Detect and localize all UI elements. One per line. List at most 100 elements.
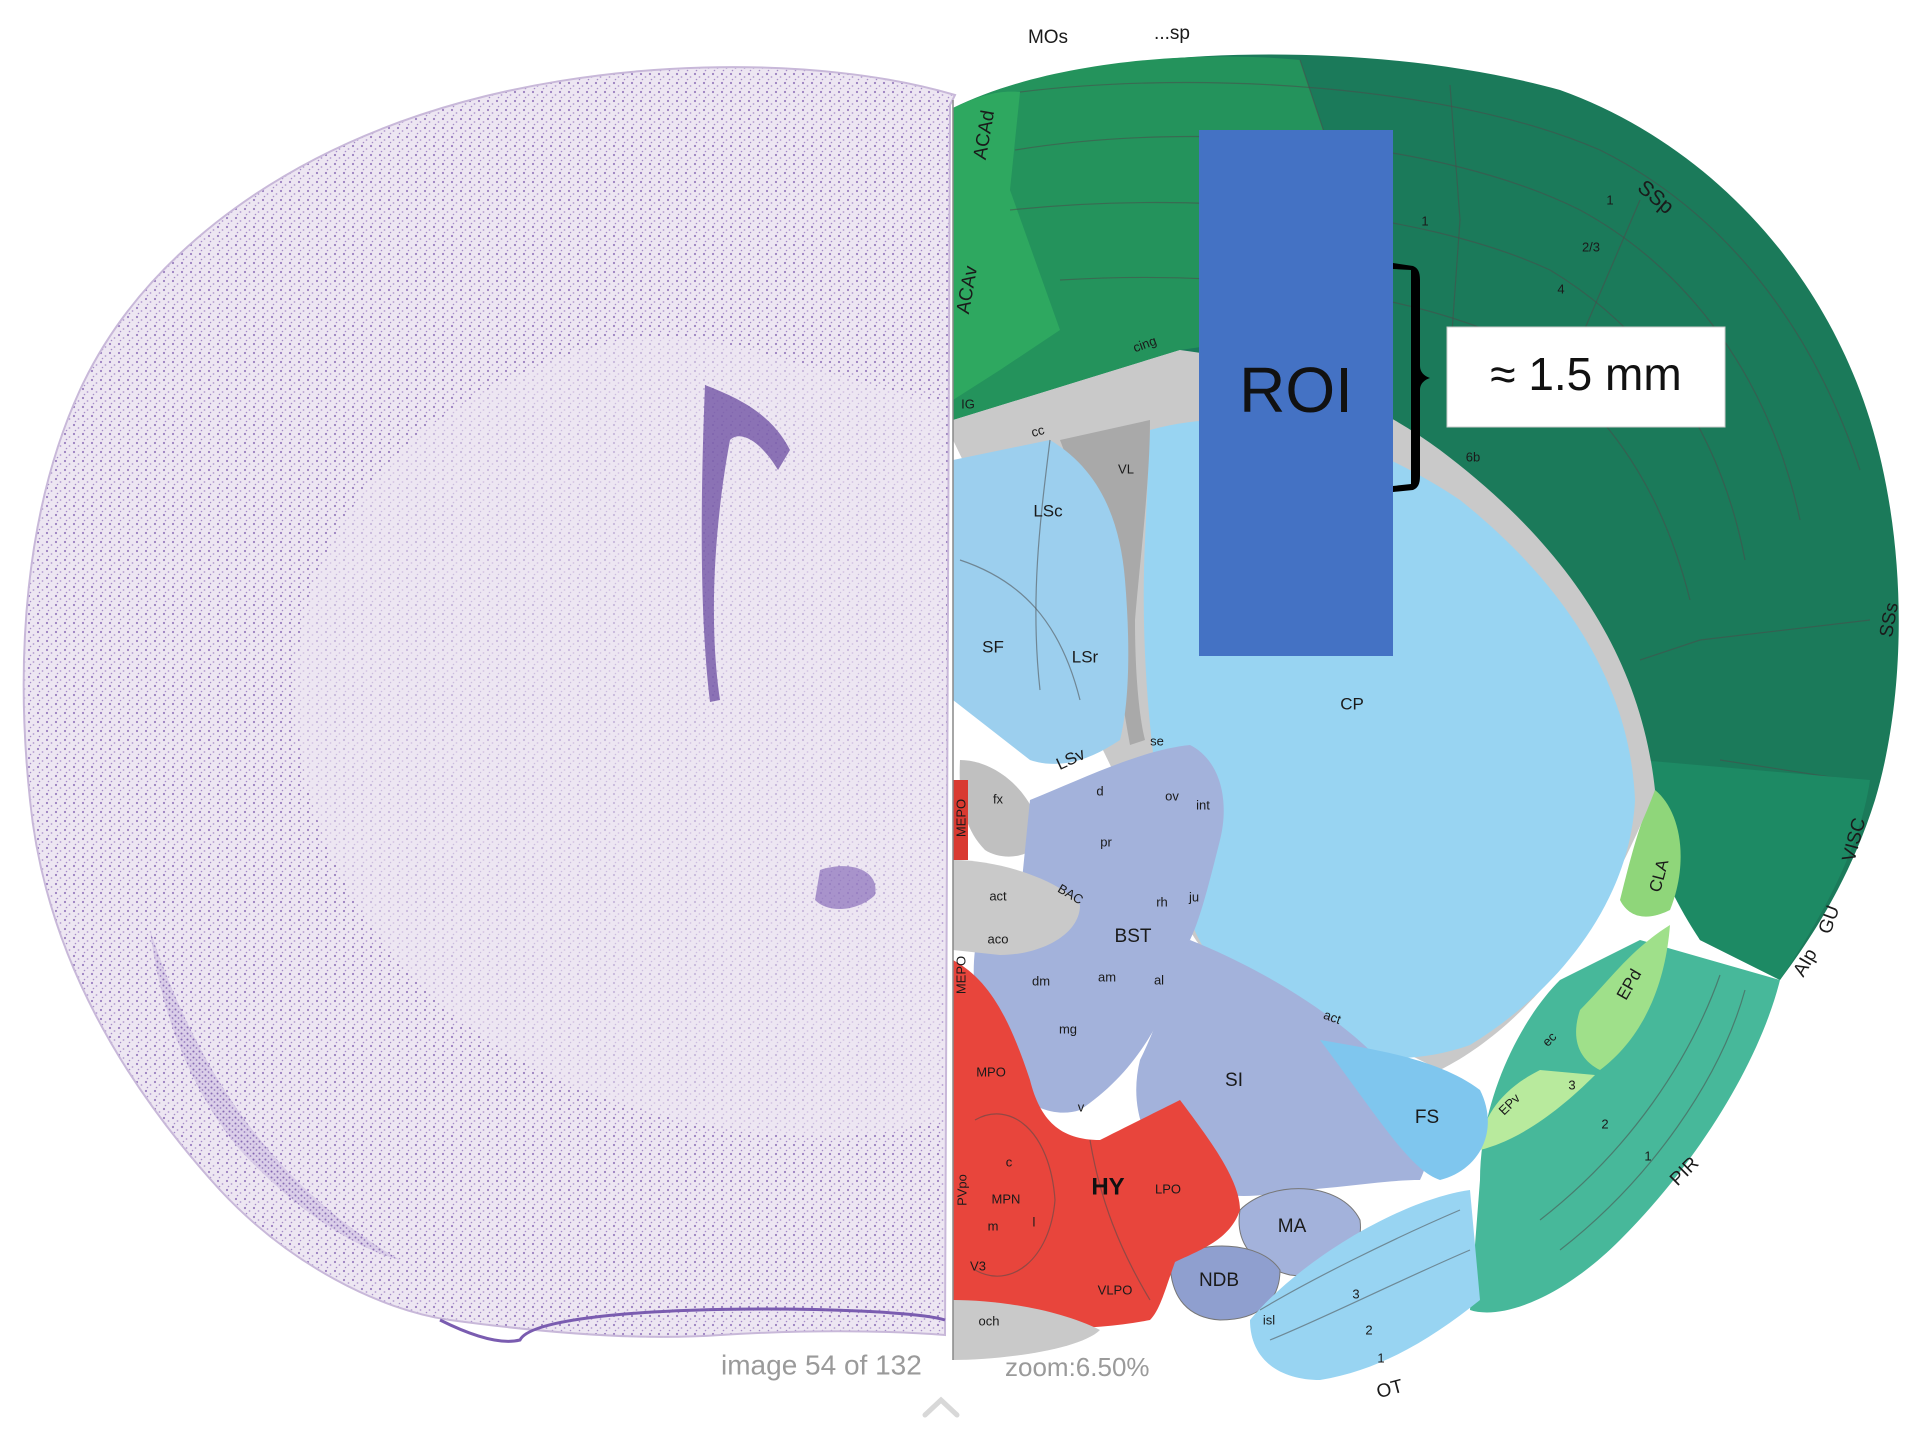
label-d: d [1096, 783, 1103, 798]
pir-layer-1 [1559, 989, 1746, 1251]
label-bst: BST [1115, 926, 1152, 947]
label-m: m [988, 1218, 999, 1233]
label-dm: dm [1032, 973, 1050, 988]
layer-line-1 [1019, 81, 1861, 471]
region-och [953, 1300, 1100, 1360]
label-mg: mg [1059, 1021, 1077, 1036]
label-ju: ju [1188, 889, 1199, 904]
region-ot [1250, 1190, 1480, 1380]
region-act-aco [953, 860, 1080, 955]
label-act: act [989, 888, 1007, 903]
label-rh: rh [1156, 894, 1168, 909]
ot-layer-1 [1269, 1249, 1471, 1341]
region-cla [1620, 790, 1681, 917]
label-ig: IG [961, 396, 975, 411]
layer-label-ssp1: 1 [1606, 192, 1613, 207]
label-si: SI [1225, 1070, 1243, 1091]
region-si [1136, 940, 1428, 1196]
ot-layer-2 [1259, 1209, 1461, 1311]
label-sf: SF [982, 637, 1004, 656]
label-v3: V3 [970, 1258, 986, 1273]
region-fs [1320, 1040, 1488, 1180]
nissl-hemisphere [22, 66, 957, 1343]
region-bst [973, 745, 1224, 1113]
label-se: se [1150, 733, 1164, 748]
label-lsc: LSc [1033, 501, 1063, 520]
layer-label-l1: 1 [1421, 213, 1428, 228]
label-cc: cc [1030, 422, 1047, 440]
label-lsr: LSr [1072, 647, 1099, 666]
scale-bracket [1393, 263, 1430, 492]
label-am: am [1098, 969, 1116, 984]
label-mepo-lower: MEPO [953, 956, 968, 994]
label-cp: CP [1340, 694, 1364, 713]
label-v: v [1078, 1099, 1085, 1114]
layer-label-l23: 2/3 [1582, 239, 1600, 254]
layer-label-l4: 4 [1557, 281, 1564, 296]
layer-label-ot2: 2 [1365, 1322, 1372, 1337]
ls-divider-2 [1035, 439, 1051, 691]
nissl-bottom-edge [439, 1307, 946, 1343]
label-pvpo: PVpo [954, 1174, 969, 1206]
label-aco: aco [988, 931, 1009, 946]
label-int: int [1196, 797, 1210, 812]
layer-line-2 [1014, 135, 1801, 521]
nissl-striatum-area [296, 336, 941, 1137]
layer-label-6b: 6b [1466, 449, 1480, 464]
layer-label-ot1: 1 [1377, 1350, 1384, 1365]
scroll-up-icon[interactable] [922, 1396, 960, 1418]
label-al: al [1154, 972, 1164, 987]
layer-line-6 [1449, 84, 1461, 361]
label-mpo: MPO [976, 1064, 1006, 1079]
label-msp: ...sp [1154, 23, 1190, 44]
region-epd [1576, 925, 1670, 1070]
label-lpo: LPO [1155, 1181, 1181, 1196]
label-isl: isl [1263, 1312, 1275, 1327]
layer-line-8 [1639, 619, 1871, 661]
nissl-ventricle [701, 385, 790, 702]
ls-divider-1 [959, 559, 1081, 701]
region-pir [1470, 940, 1780, 1313]
label-vl: VL [1118, 461, 1134, 476]
hy-divider-2 [1089, 1139, 1151, 1301]
label-vlpo: VLPO [1098, 1282, 1133, 1297]
label-fx: fx [993, 791, 1004, 806]
nissl-anterior-commissure [815, 866, 876, 910]
layer-label-pir2: 2 [1601, 1116, 1608, 1131]
label-fs: FS [1415, 1107, 1439, 1128]
label-c: c [1006, 1154, 1013, 1169]
label-act2: act [1322, 1007, 1344, 1027]
scale-indicator: ≈ 1.5 mm [1393, 263, 1726, 492]
atlas-hemisphere [952, 54, 1899, 1380]
scale-label: ≈ 1.5 mm [1490, 348, 1681, 400]
label-l: l [1033, 1214, 1036, 1229]
region-mepo-upper [953, 780, 968, 860]
roi-box [1199, 130, 1393, 656]
image-counter: image 54 of 132 [721, 1349, 922, 1380]
region-visc [1640, 760, 1870, 980]
region-lateral-septum [953, 440, 1129, 764]
layer-line-3 [1009, 201, 1746, 561]
roi-overlay: ROI [1199, 130, 1393, 656]
region-epv [1480, 1070, 1595, 1150]
label-ndb: NDB [1199, 1270, 1239, 1291]
label-mepo-upper: MEPO [953, 799, 968, 837]
roi-label: ROI [1239, 354, 1353, 426]
viewer-footer: image 54 of 132 zoom:6.50% [721, 1349, 1150, 1418]
label-mpn: MPN [992, 1191, 1021, 1206]
region-hy [953, 960, 1240, 1329]
label-och: och [979, 1313, 1000, 1328]
pir-layer-2 [1539, 974, 1721, 1221]
layer-label-pir3: 3 [1568, 1077, 1575, 1092]
label-ot: OT [1374, 1376, 1405, 1403]
layer-label-ot3: 3 [1352, 1286, 1359, 1301]
scale-label-box [1446, 326, 1726, 428]
layer-label-pir1: 1 [1644, 1148, 1651, 1163]
region-aca [953, 91, 1060, 401]
label-hy: HY [1091, 1173, 1124, 1200]
label-mos: MOs [1028, 27, 1068, 48]
region-fx [959, 760, 1040, 857]
label-ma: MA [1278, 1216, 1307, 1237]
